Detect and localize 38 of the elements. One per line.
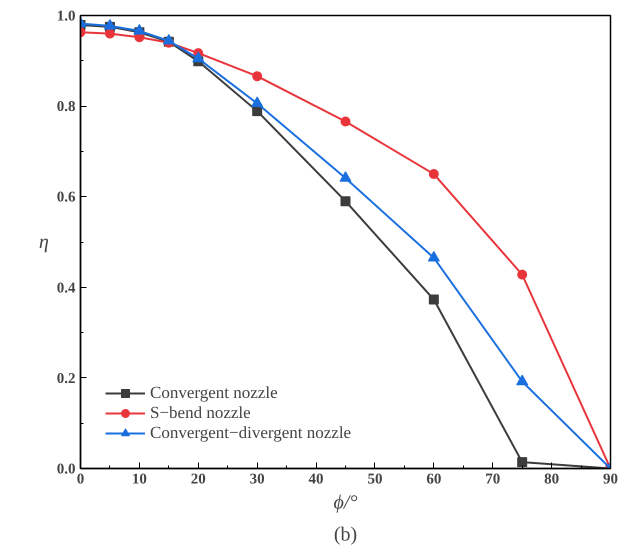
point [252,71,262,82]
x-tick-label: 50 [367,472,382,488]
x-tick-label: 0 [76,472,84,488]
y-axis-title: η [38,231,49,253]
point [340,116,350,126]
x-tick-label: 40 [308,472,324,488]
point [516,374,528,386]
point [133,24,146,35]
x-tick-label: 80 [544,472,560,488]
point [428,294,439,305]
point [192,52,204,62]
y-tick-label: 0.8 [56,99,76,116]
point [517,270,528,280]
x-tick-label: 30 [250,472,265,488]
point [428,251,440,262]
point [162,34,175,45]
point [104,19,116,30]
y-tick-label: 0.6 [56,190,76,206]
point [251,96,264,108]
x-axis-title: ϕ/° [334,492,358,514]
y-tick-label: 0.2 [56,370,76,387]
point [517,457,528,468]
x-tick-label: 90 [603,472,618,488]
point [340,196,350,206]
legend-label: S−bend nozzle [150,403,251,423]
x-tick-label: 10 [132,472,147,488]
point [104,28,115,39]
y-tick-label: 0.0 [56,462,76,478]
y-tick-label: 0.4 [56,280,76,296]
y-tick-label: 1.0 [56,8,76,24]
point [340,171,352,182]
x-tick-label: 60 [426,472,442,488]
x-tick-label: 20 [190,472,206,488]
text: (b) [334,524,358,546]
legend-label: Convergent−divergent nozzle [150,423,352,443]
x-tick-label: 70 [485,472,500,488]
point [428,169,439,180]
legend-label: Convergent nozzle [150,383,278,403]
